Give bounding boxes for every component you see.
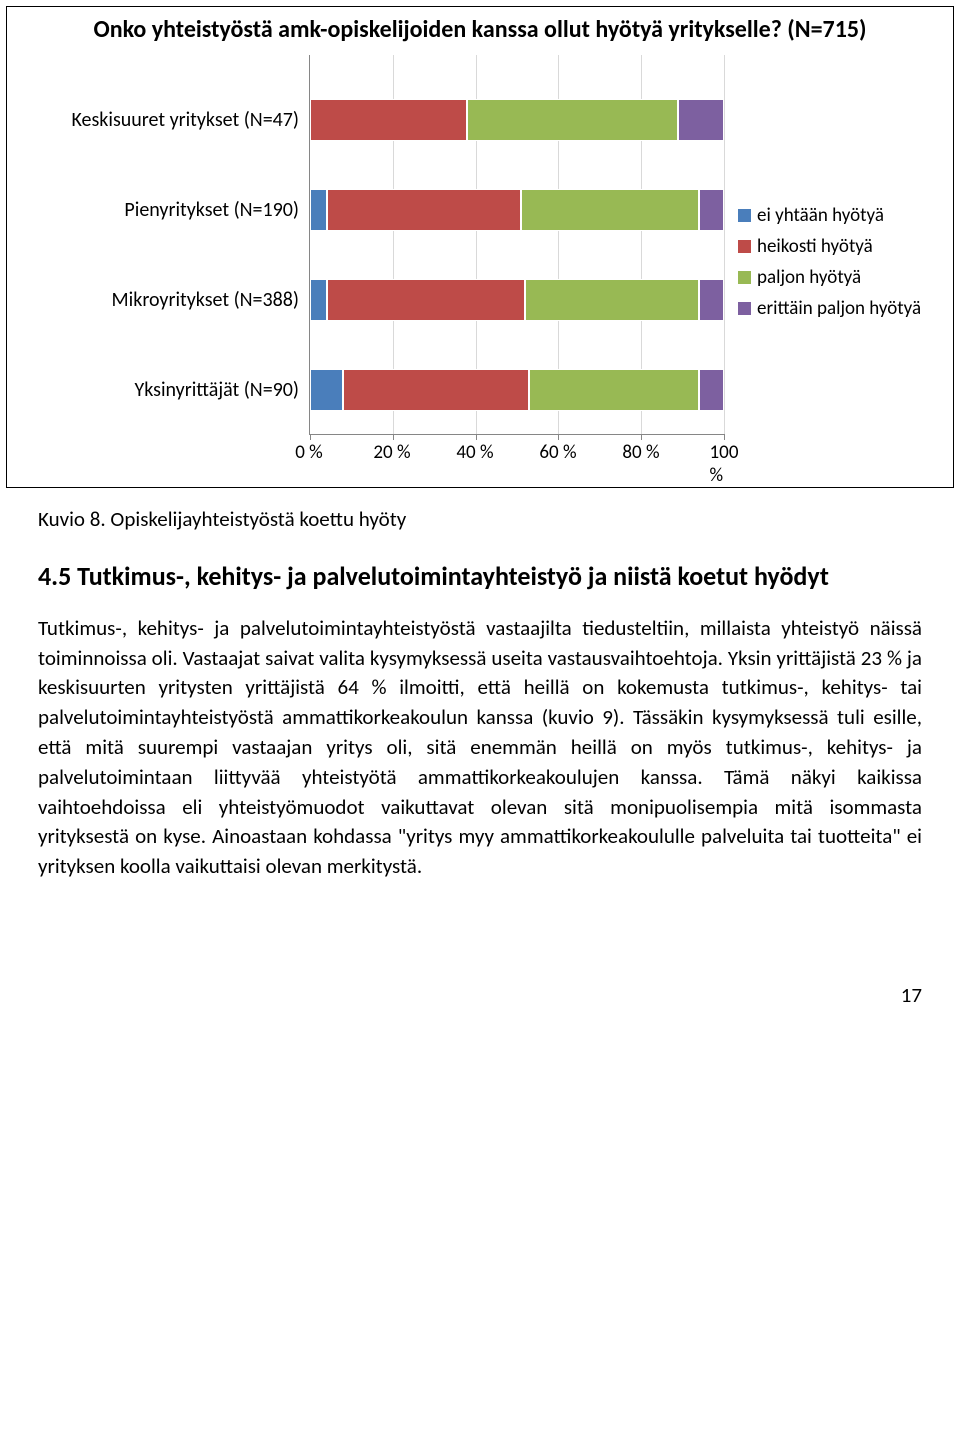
bar-segment: [327, 189, 522, 231]
x-tick-label: 40 %: [456, 441, 493, 464]
legend-swatch: [738, 240, 751, 253]
bar-row: [310, 189, 724, 231]
tick-mark: [724, 434, 725, 440]
bar-segment: [699, 189, 724, 231]
body-paragraph: Tutkimus-, kehitys- ja palvelutoimintayh…: [38, 614, 922, 882]
x-tick-label: 80 %: [622, 441, 659, 464]
legend-swatch: [738, 209, 751, 222]
y-axis-labels: Keskisuuret yritykset (N=47)Pienyritykse…: [7, 55, 309, 469]
bar-row: [310, 99, 724, 141]
legend-item: paljon hyötyä: [738, 266, 953, 289]
chart-title: Onko yhteistyöstä amk-opiskelijoiden kan…: [27, 15, 933, 45]
bar-segment: [699, 279, 724, 321]
legend-item: heikosti hyötyä: [738, 235, 953, 258]
legend-item: ei yhtään hyötyä: [738, 204, 953, 227]
bar-segment: [699, 369, 724, 411]
x-axis: 0 %20 %40 %60 %80 %100 %: [309, 441, 724, 469]
y-axis-label: Yksinyrittäjät (N=90): [7, 345, 309, 435]
y-axis-label: Mikroyritykset (N=388): [7, 255, 309, 345]
plot-column: 0 %20 %40 %60 %80 %100 %: [309, 55, 724, 469]
x-tick-label: 20 %: [373, 441, 410, 464]
bar-segment: [521, 189, 699, 231]
bar-row: [310, 279, 724, 321]
x-tick-label: 0 %: [295, 441, 323, 464]
chart-body: Keskisuuret yritykset (N=47)Pienyritykse…: [7, 55, 953, 469]
tick-mark: [558, 434, 559, 440]
figure-caption: Kuvio 8. Opiskelijayhteistyöstä koettu h…: [38, 506, 922, 532]
bar-segment: [529, 369, 699, 411]
plot-area: [309, 55, 724, 435]
legend: ei yhtään hyötyä heikosti hyötyä paljon hy…: [724, 55, 953, 469]
section-heading: 4.5 Tutkimus-, kehitys- ja palvelutoimin…: [38, 560, 922, 594]
gridline: [724, 55, 725, 434]
bar-segment: [310, 369, 343, 411]
bar-segment: [467, 99, 678, 141]
page-number: 17: [0, 982, 922, 1008]
bar-segment: [310, 279, 327, 321]
tick-mark: [310, 434, 311, 440]
chart-container: Onko yhteistyöstä amk-opiskelijoiden kan…: [6, 6, 954, 488]
tick-mark: [393, 434, 394, 440]
bar-segment: [310, 99, 467, 141]
bar-segment: [327, 279, 526, 321]
y-axis-label: Keskisuuret yritykset (N=47): [7, 75, 309, 165]
bar-segment: [678, 99, 724, 141]
legend-label: heikosti hyötyä: [757, 235, 873, 258]
bar-segment: [343, 369, 529, 411]
y-axis-label: Pienyritykset (N=190): [7, 165, 309, 255]
x-tick-label: 60 %: [539, 441, 576, 464]
legend-item: erittäin paljon hyötyä: [738, 297, 953, 320]
bar-segment: [525, 279, 699, 321]
x-tick-label: 100 %: [710, 441, 739, 487]
bar-segment: [310, 189, 327, 231]
tick-mark: [476, 434, 477, 440]
legend-label: erittäin paljon hyötyä: [757, 297, 921, 320]
tick-mark: [641, 434, 642, 440]
legend-label: paljon hyötyä: [757, 266, 861, 289]
bar-row: [310, 369, 724, 411]
legend-label: ei yhtään hyötyä: [757, 204, 884, 227]
legend-swatch: [738, 302, 751, 315]
legend-swatch: [738, 271, 751, 284]
